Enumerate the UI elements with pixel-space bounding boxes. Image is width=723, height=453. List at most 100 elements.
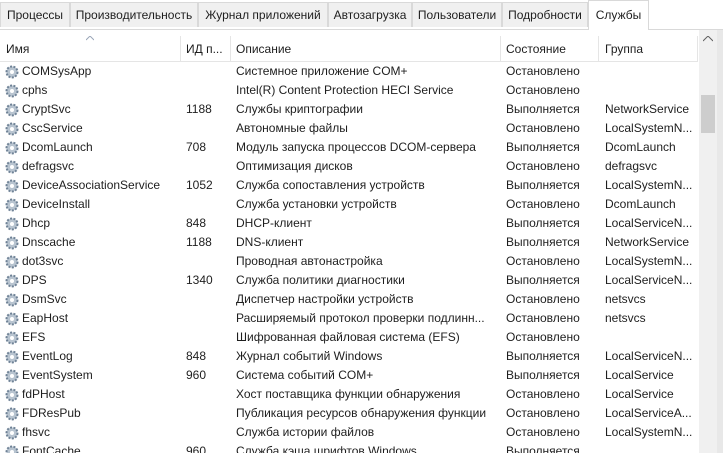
cell-pid: 960 (186, 444, 207, 453)
cell-status: Остановлено (506, 311, 580, 325)
cell-group: DcomLaunch (605, 197, 676, 211)
cell-status: Выполняется (506, 273, 580, 287)
column-header[interactable]: Имя (6, 42, 30, 56)
service-icon (5, 141, 19, 155)
service-icon (5, 84, 19, 98)
cell-group: LocalServiceN... (605, 273, 693, 287)
service-icon (5, 122, 19, 136)
cell-status: Выполняется (506, 216, 580, 230)
cell-status: Остановлено (506, 121, 580, 135)
cell-status: Выполняется (506, 102, 580, 116)
cell-description: Хост поставщика функции обнаружения (236, 387, 461, 401)
cell-group: defragsvc (605, 159, 658, 173)
cell-status: Остановлено (506, 83, 580, 97)
tab[interactable]: Процессы (0, 2, 70, 27)
tab[interactable]: Журнал приложений (198, 2, 328, 27)
cell-name: CryptSvc (22, 102, 71, 116)
cell-status: Выполняется (506, 349, 580, 363)
cell-status: Остановлено (506, 254, 580, 268)
scrollbar[interactable] (699, 30, 717, 453)
column-separator (697, 36, 698, 62)
cell-group: LocalService (605, 368, 674, 382)
cell-pid: 708 (186, 140, 207, 154)
tab[interactable]: Службы (588, 0, 649, 30)
service-icon (5, 331, 19, 345)
cell-group: LocalServiceA... (605, 406, 692, 420)
cell-name: fdPHost (22, 387, 65, 401)
cell-name: EapHost (22, 311, 69, 325)
cell-group: LocalServiceN... (605, 349, 693, 363)
cell-status: Остановлено (506, 330, 580, 344)
cell-description: Система событий COM+ (236, 368, 374, 382)
service-icon (5, 426, 19, 440)
cell-pid: 1188 (186, 102, 212, 116)
tab[interactable]: Автозагрузка (328, 2, 412, 27)
cell-pid: 1052 (186, 178, 213, 192)
cell-name: EFS (22, 330, 46, 344)
service-icon (5, 255, 19, 269)
cell-description: Системное приложение COM+ (236, 64, 408, 78)
cell-name: FDResPub (22, 406, 81, 420)
cell-name: DeviceInstall (22, 197, 91, 211)
service-icon (5, 445, 19, 453)
cell-name: defragsvc (22, 159, 75, 173)
cell-status: Остановлено (506, 159, 580, 173)
column-separator (180, 36, 181, 62)
service-icon (5, 160, 19, 174)
cell-status: Остановлено (506, 387, 580, 401)
tab-line (0, 29, 723, 30)
cell-group: LocalService (605, 387, 674, 401)
service-icon (5, 369, 19, 383)
cell-name: dot3svc (22, 254, 64, 268)
tab[interactable]: Производительность (70, 2, 198, 27)
cell-description: Автономные файлы (236, 121, 348, 135)
scroll-thumb[interactable] (701, 95, 715, 133)
cell-description: Публикация ресурсов обнаружения функции (236, 406, 487, 420)
cell-description: Служба сопоставления устройств (236, 178, 425, 192)
cell-name: DsmSvc (22, 292, 67, 306)
service-icon (5, 65, 19, 79)
column-header[interactable]: Состояние (506, 42, 566, 56)
column-header[interactable]: ИД п... (186, 42, 223, 56)
service-icon (5, 293, 19, 307)
cell-group: LocalSystemN... (605, 121, 693, 135)
service-icon (5, 179, 19, 193)
cell-group: DcomLaunch (605, 140, 676, 154)
cell-name: DPS (22, 273, 47, 287)
service-icon (5, 236, 19, 250)
cell-name: EventSystem (22, 368, 93, 382)
cell-name: Dhcp (22, 216, 51, 230)
column-separator (598, 36, 599, 62)
cell-status: Остановлено (506, 406, 580, 420)
column-separator (500, 36, 501, 62)
column-header[interactable]: Описание (236, 42, 292, 56)
cell-group: NetworkService (605, 235, 690, 249)
sort-arrow (86, 36, 94, 41)
service-icon (5, 350, 19, 364)
cell-pid: 1188 (186, 235, 212, 249)
tab[interactable]: Пользователи (412, 2, 502, 27)
cell-group: LocalSystemN... (605, 425, 693, 439)
cell-description: Оптимизация дисков (236, 159, 353, 173)
column-header[interactable]: Группа (605, 42, 644, 56)
cell-name: Dnscache (22, 235, 76, 249)
tab[interactable]: Подробности (502, 2, 588, 27)
cell-group: netsvcs (605, 292, 646, 306)
service-icon (5, 274, 19, 288)
cell-description: Служба установки устройств (236, 197, 397, 211)
cell-description: DHCP-клиент (236, 216, 312, 230)
column-separator (230, 36, 231, 62)
cell-description: Журнал событий Windows (236, 349, 383, 363)
service-icon (5, 198, 19, 212)
cell-description: DNS-клиент (236, 235, 304, 249)
cell-status: Остановлено (506, 425, 580, 439)
cell-status: Выполняется (506, 444, 580, 453)
cell-group: LocalSystemN... (605, 178, 693, 192)
cell-description: Диспетчер настройки устройств (236, 292, 414, 306)
scroll-up[interactable] (703, 36, 713, 42)
cell-status: Выполняется (506, 140, 580, 154)
cell-description: Службы криптографии (236, 102, 363, 116)
cell-status: Остановлено (506, 197, 580, 211)
cell-status: Выполняется (506, 235, 580, 249)
